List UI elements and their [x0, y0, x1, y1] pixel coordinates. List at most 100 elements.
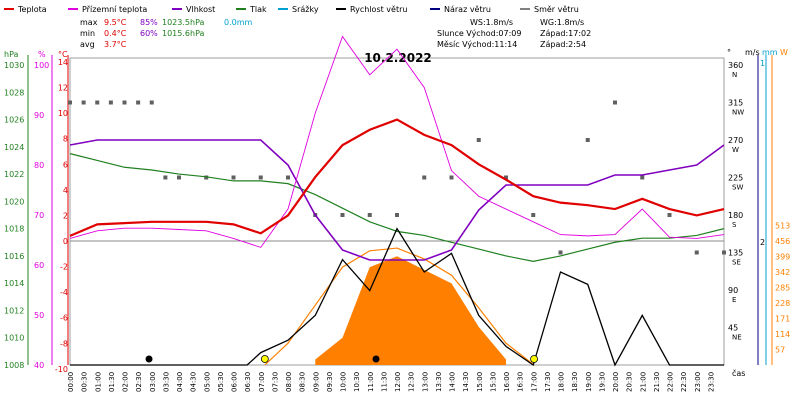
wind-dir-point-24 [613, 100, 617, 105]
axis-hpa-tick-11: 1008 [4, 361, 24, 370]
legend-label-1: Přízemní teplota [82, 5, 147, 14]
info-ws: WS:1.8m/s [470, 18, 513, 27]
x-tick-19: 09:30 [326, 372, 334, 392]
x-tick-28: 14:00 [449, 372, 457, 392]
x-tick-40: 20:00 [612, 372, 620, 392]
x-tick-46: 23:00 [694, 372, 702, 392]
axis-pct-tick-5: 50 [34, 311, 44, 320]
wind-dir-point-25 [640, 175, 645, 180]
sunrise-marker [260, 355, 269, 363]
wind-dir-point-8 [177, 175, 181, 180]
wind-dir-point-28 [722, 250, 726, 255]
wind-dir-point-6 [149, 100, 154, 105]
axis-c-tick-10: -6 [60, 314, 68, 323]
axis-ms-label: m/s [745, 48, 760, 57]
axis-ms-tick-0: 1 [760, 59, 765, 68]
stat-max-press: 1023.5hPa [162, 18, 205, 27]
x-tick-47: 23:30 [707, 372, 715, 392]
axis-dir-0: N [732, 71, 737, 79]
axis-pct-label: % [38, 50, 46, 59]
stat-min-label: min [80, 29, 95, 38]
x-tick-21: 10:30 [353, 372, 361, 392]
wind-dir-point-27 [694, 250, 699, 255]
sunset-marker [530, 355, 538, 363]
axis-hpa-label: hPa [4, 50, 19, 59]
legend-label-5: Rychlost větru [350, 5, 407, 14]
axis-w-tick-0: 513 [775, 222, 790, 231]
axis-pct-tick-4: 60 [34, 261, 44, 270]
x-tick-36: 18:00 [558, 372, 566, 392]
axis-hpa-tick-7: 1016 [4, 252, 24, 261]
x-tick-5: 02:30 [135, 372, 143, 392]
stat-avg-label: avg [80, 40, 95, 49]
wind-dir-point-19 [476, 138, 481, 142]
axis-c-tick-2: 10 [58, 109, 68, 118]
axis-hpa-tick-5: 1020 [4, 197, 24, 206]
x-tick-33: 16:30 [517, 372, 525, 392]
stat-min-press: 1015.6hPa [162, 29, 205, 38]
info-sunrise: Slunce Východ:07:09 [437, 29, 522, 38]
x-tick-8: 04:00 [176, 372, 184, 392]
axis-c-tick-8: -2 [60, 263, 68, 272]
legend-label-0: Teplota [17, 5, 47, 14]
axis-w-tick-4: 285 [775, 284, 790, 293]
axis-c-tick-0: 14 [58, 58, 68, 67]
moonrise-marker [372, 355, 380, 363]
axis-w-label: W [780, 48, 788, 57]
x-tick-26: 13:00 [421, 372, 429, 392]
axis-dir-3: SW [732, 184, 743, 192]
x-tick-4: 02:00 [122, 372, 130, 392]
x-tick-12: 06:00 [231, 372, 239, 392]
axis-pct-tick-6: 40 [34, 361, 44, 370]
wind-dir-point-1 [81, 100, 86, 105]
axis-w-tick-8: 57 [775, 346, 785, 355]
info-sunset: Západ:17:02 [540, 29, 591, 38]
axis-hpa-tick-4: 1022 [4, 170, 24, 179]
wind-dir-point-12 [286, 175, 290, 180]
x-tick-16: 08:00 [285, 372, 293, 392]
wind-dir-point-15 [367, 213, 372, 217]
wind-dir-point-22 [558, 250, 563, 255]
axis-hpa-tick-9: 1012 [4, 306, 24, 315]
legend-label-6: Náraz větru [444, 5, 491, 14]
axis-hpa-tick-2: 1026 [4, 116, 24, 125]
x-tick-39: 19:30 [598, 372, 606, 392]
axis-hpa-tick-8: 1014 [4, 279, 24, 288]
x-tick-30: 15:00 [476, 372, 484, 392]
axis-hpa-tick-1: 1028 [4, 88, 24, 97]
wind-dir-point-16 [395, 213, 399, 217]
x-axis-label: čas [732, 368, 745, 378]
x-tick-43: 21:30 [653, 372, 661, 392]
humidity-line [69, 139, 725, 261]
x-tick-9: 04:30 [190, 372, 198, 392]
wind-dir-point-5 [136, 100, 141, 105]
axis-ms-tick-1: 2 [760, 238, 765, 247]
stat-min-temp: 0.4°C [104, 29, 127, 38]
temperature-line [69, 118, 725, 237]
axis-deg-tick-4: 180 [728, 211, 743, 220]
x-tick-32: 16:00 [503, 372, 511, 392]
axis-pct-tick-2: 80 [34, 161, 44, 170]
wind-dir-point-0 [68, 100, 72, 105]
legend-label-2: Vlhkost [186, 5, 215, 14]
axis-deg-tick-6: 90 [728, 286, 738, 295]
x-tick-7: 03:30 [162, 372, 170, 392]
axis-hpa-tick-6: 1018 [4, 225, 24, 234]
stat-max-temp: 9.5°C [104, 18, 127, 27]
axis-c-tick-9: -4 [60, 288, 68, 297]
x-tick-17: 08:30 [299, 372, 307, 392]
x-tick-25: 12:30 [408, 372, 416, 392]
info-wg: WG:1.8m/s [540, 18, 584, 27]
x-tick-22: 11:00 [367, 372, 375, 392]
x-tick-29: 14:30 [462, 372, 470, 392]
wind-dir-point-11 [258, 175, 263, 180]
axis-dir-6: E [732, 296, 736, 304]
x-tick-34: 17:00 [530, 372, 538, 392]
x-tick-44: 22:00 [667, 372, 675, 392]
wind-speed-line [70, 227, 724, 367]
x-tick-35: 17:30 [544, 372, 552, 392]
legend-label-7: Směr větru [534, 5, 579, 14]
axis-dir-4: S [732, 221, 737, 229]
axis-w-tick-7: 114 [775, 330, 790, 339]
